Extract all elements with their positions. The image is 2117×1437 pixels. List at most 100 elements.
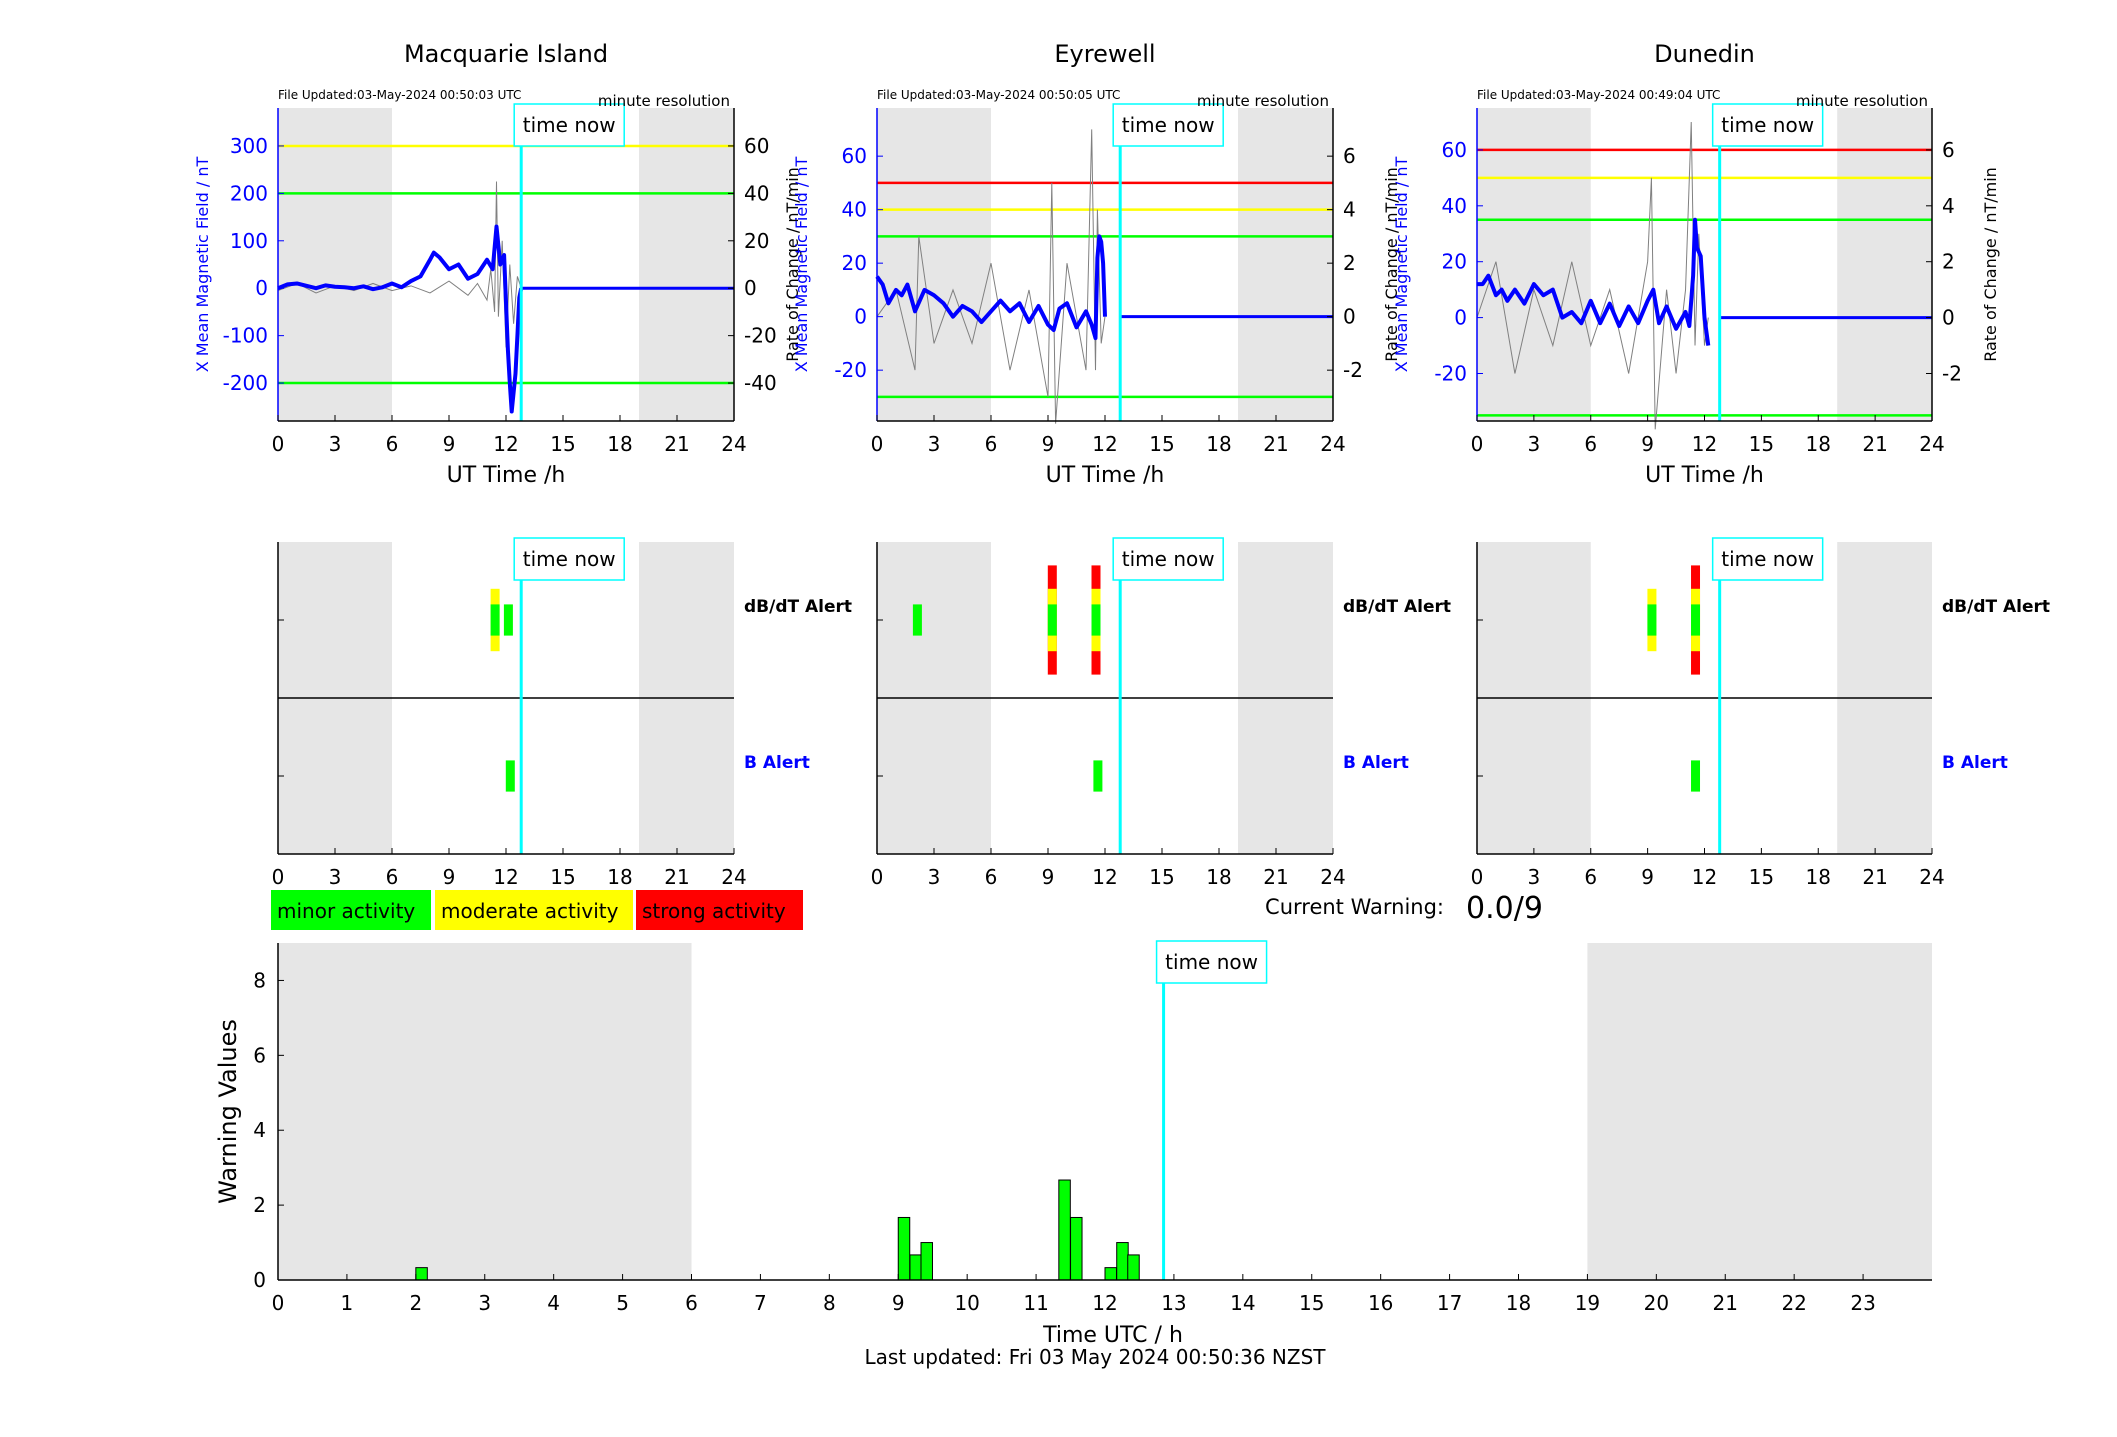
legend-swatch-3	[636, 890, 803, 930]
warning-bar	[1070, 1216, 1083, 1281]
station-title: Macquarie Island	[404, 40, 608, 68]
y-tick-label: 0	[255, 276, 268, 300]
x-tick-label: 21	[664, 865, 689, 889]
x-axis-label: UT Time /h	[447, 463, 566, 488]
y-axis-label: X Mean Magnetic Field / nT	[792, 157, 811, 373]
activity-legend: minor activity moderate activity strong ac…	[271, 890, 803, 930]
rate-of-change-line	[1476, 121, 1709, 430]
warning-bar	[415, 1267, 428, 1281]
x-tick-label: 3	[1528, 865, 1541, 889]
y-right-tick-label: 0	[1343, 305, 1356, 329]
night-shade	[1238, 108, 1333, 421]
time-now-box	[1112, 537, 1224, 581]
alert-panel-1: time now 0 3 6 9 12 15 18 21 24 dB/dT Alert B Alert	[272, 537, 852, 889]
file-updated-text: File Updated:03-May-2024 00:50:03 UTC	[278, 88, 521, 102]
x-tick-label: 5	[616, 1291, 629, 1315]
x-tick-label: 6	[1584, 865, 1597, 889]
x-tick-label: 9	[1641, 432, 1654, 456]
alert-panels: time now 0 3 6 9 12 15 18 21 24 dB/dT Alert B Alert…	[272, 537, 2050, 889]
x-mean-field-line	[277, 224, 524, 414]
b-alert-bar	[505, 760, 515, 792]
warning-bar	[920, 1242, 933, 1281]
y-tick-label: 2	[253, 1193, 266, 1217]
time-now-box	[513, 537, 625, 581]
y-tick-label: 20	[1442, 250, 1467, 274]
x-tick-label: 14	[1230, 1291, 1255, 1315]
x-tick-label: 15	[1149, 865, 1174, 889]
warning-bar	[1104, 1267, 1117, 1281]
station-title: Dunedin	[1654, 40, 1755, 68]
x-tick-label: 21	[1862, 432, 1887, 456]
x-tick-label: 6	[985, 432, 998, 456]
b-alert-bar	[1093, 760, 1103, 792]
x-tick-label: 6	[985, 865, 998, 889]
time-now-box	[1711, 103, 1824, 147]
x-tick-label: 0	[1471, 865, 1484, 889]
time-now-label: time now	[1165, 950, 1258, 974]
y-tick-label: 0	[1454, 306, 1467, 330]
dbdt-alert-label: dB/dT Alert	[744, 597, 852, 617]
y-tick-label: -20	[1434, 361, 1467, 385]
warning-bar	[1116, 1242, 1129, 1281]
time-now-label: time now	[1122, 547, 1215, 571]
current-warning-label: Current Warning:	[1265, 895, 1444, 919]
y-tick-label: 300	[230, 134, 268, 158]
alert-panel-3: time now 0 3 6 9 12 15 18 21 24 dB/dT Alert B Alert	[1471, 537, 2050, 889]
x-axis-label: Time UTC / h	[1042, 1323, 1183, 1348]
x-tick-label: 9	[443, 865, 456, 889]
x-mean-field-line	[1477, 217, 1711, 346]
x-tick-label: 18	[1206, 432, 1231, 456]
dbdt-alert-bar	[490, 604, 500, 636]
x-tick-label: 4	[547, 1291, 560, 1315]
x-tick-label: 21	[1862, 865, 1887, 889]
y-tick-label: 0	[854, 305, 867, 329]
x-axis-label: UT Time /h	[1645, 463, 1764, 488]
y-tick-label: -200	[223, 371, 268, 395]
current-warning-value: 0.0/9	[1466, 891, 1543, 926]
y-axis-label: X Mean Magnetic Field / nT	[1392, 157, 1411, 373]
x-tick-label: 12	[1092, 432, 1117, 456]
y-right-axis-label: Rate of Change / nT/min	[783, 167, 802, 362]
y-axis-label: Warning Values	[214, 1019, 242, 1204]
minute-resolution-text: minute resolution	[1796, 92, 1928, 110]
legend-label-3: strong activity	[642, 899, 786, 923]
x-tick-label: 24	[1320, 865, 1345, 889]
x-axis-label: UT Time /h	[1046, 463, 1165, 488]
x-tick-label: 15	[1299, 1291, 1324, 1315]
x-tick-label: 0	[272, 865, 285, 889]
x-tick-label: 18	[1506, 1291, 1531, 1315]
minute-resolution-text: minute resolution	[598, 92, 730, 110]
y-right-tick-label: 6	[1343, 144, 1356, 168]
x-tick-label: 19	[1575, 1291, 1600, 1315]
night-shade	[278, 943, 692, 1280]
x-tick-label: 21	[1713, 1291, 1738, 1315]
x-tick-label: 12	[1692, 432, 1717, 456]
x-tick-label: 24	[721, 432, 746, 456]
x-tick-label: 12	[1092, 1291, 1117, 1315]
alert-panel-2: time now 0 3 6 9 12 15 18 21 24 dB/dT Alert B Alert	[871, 537, 1451, 889]
time-now-label: time now	[1721, 113, 1814, 137]
time-now-label: time now	[523, 113, 616, 137]
x-tick-label: 24	[1919, 865, 1944, 889]
x-tick-label: 15	[550, 865, 575, 889]
y-right-tick-label: 2	[1942, 250, 1955, 274]
y-right-tick-label: 0	[744, 276, 757, 300]
x-tick-label: 15	[1149, 432, 1174, 456]
y-tick-label: 0	[253, 1268, 266, 1292]
time-now-label: time now	[523, 547, 616, 571]
night-shade	[877, 108, 991, 421]
y-tick-label: 200	[230, 181, 268, 205]
x-tick-label: 22	[1781, 1291, 1806, 1315]
y-right-tick-label: 40	[744, 181, 769, 205]
x-tick-label: 12	[493, 432, 518, 456]
dbdt-alert-label: dB/dT Alert	[1942, 597, 2050, 617]
y-tick-label: 60	[842, 144, 867, 168]
b-alert-bar	[1691, 760, 1701, 792]
x-tick-label: 3	[329, 432, 342, 456]
x-tick-label: 11	[1023, 1291, 1048, 1315]
x-tick-label: 12	[493, 865, 518, 889]
x-tick-label: 7	[754, 1291, 767, 1315]
x-tick-label: 13	[1161, 1291, 1186, 1315]
x-tick-label: 21	[1263, 865, 1288, 889]
